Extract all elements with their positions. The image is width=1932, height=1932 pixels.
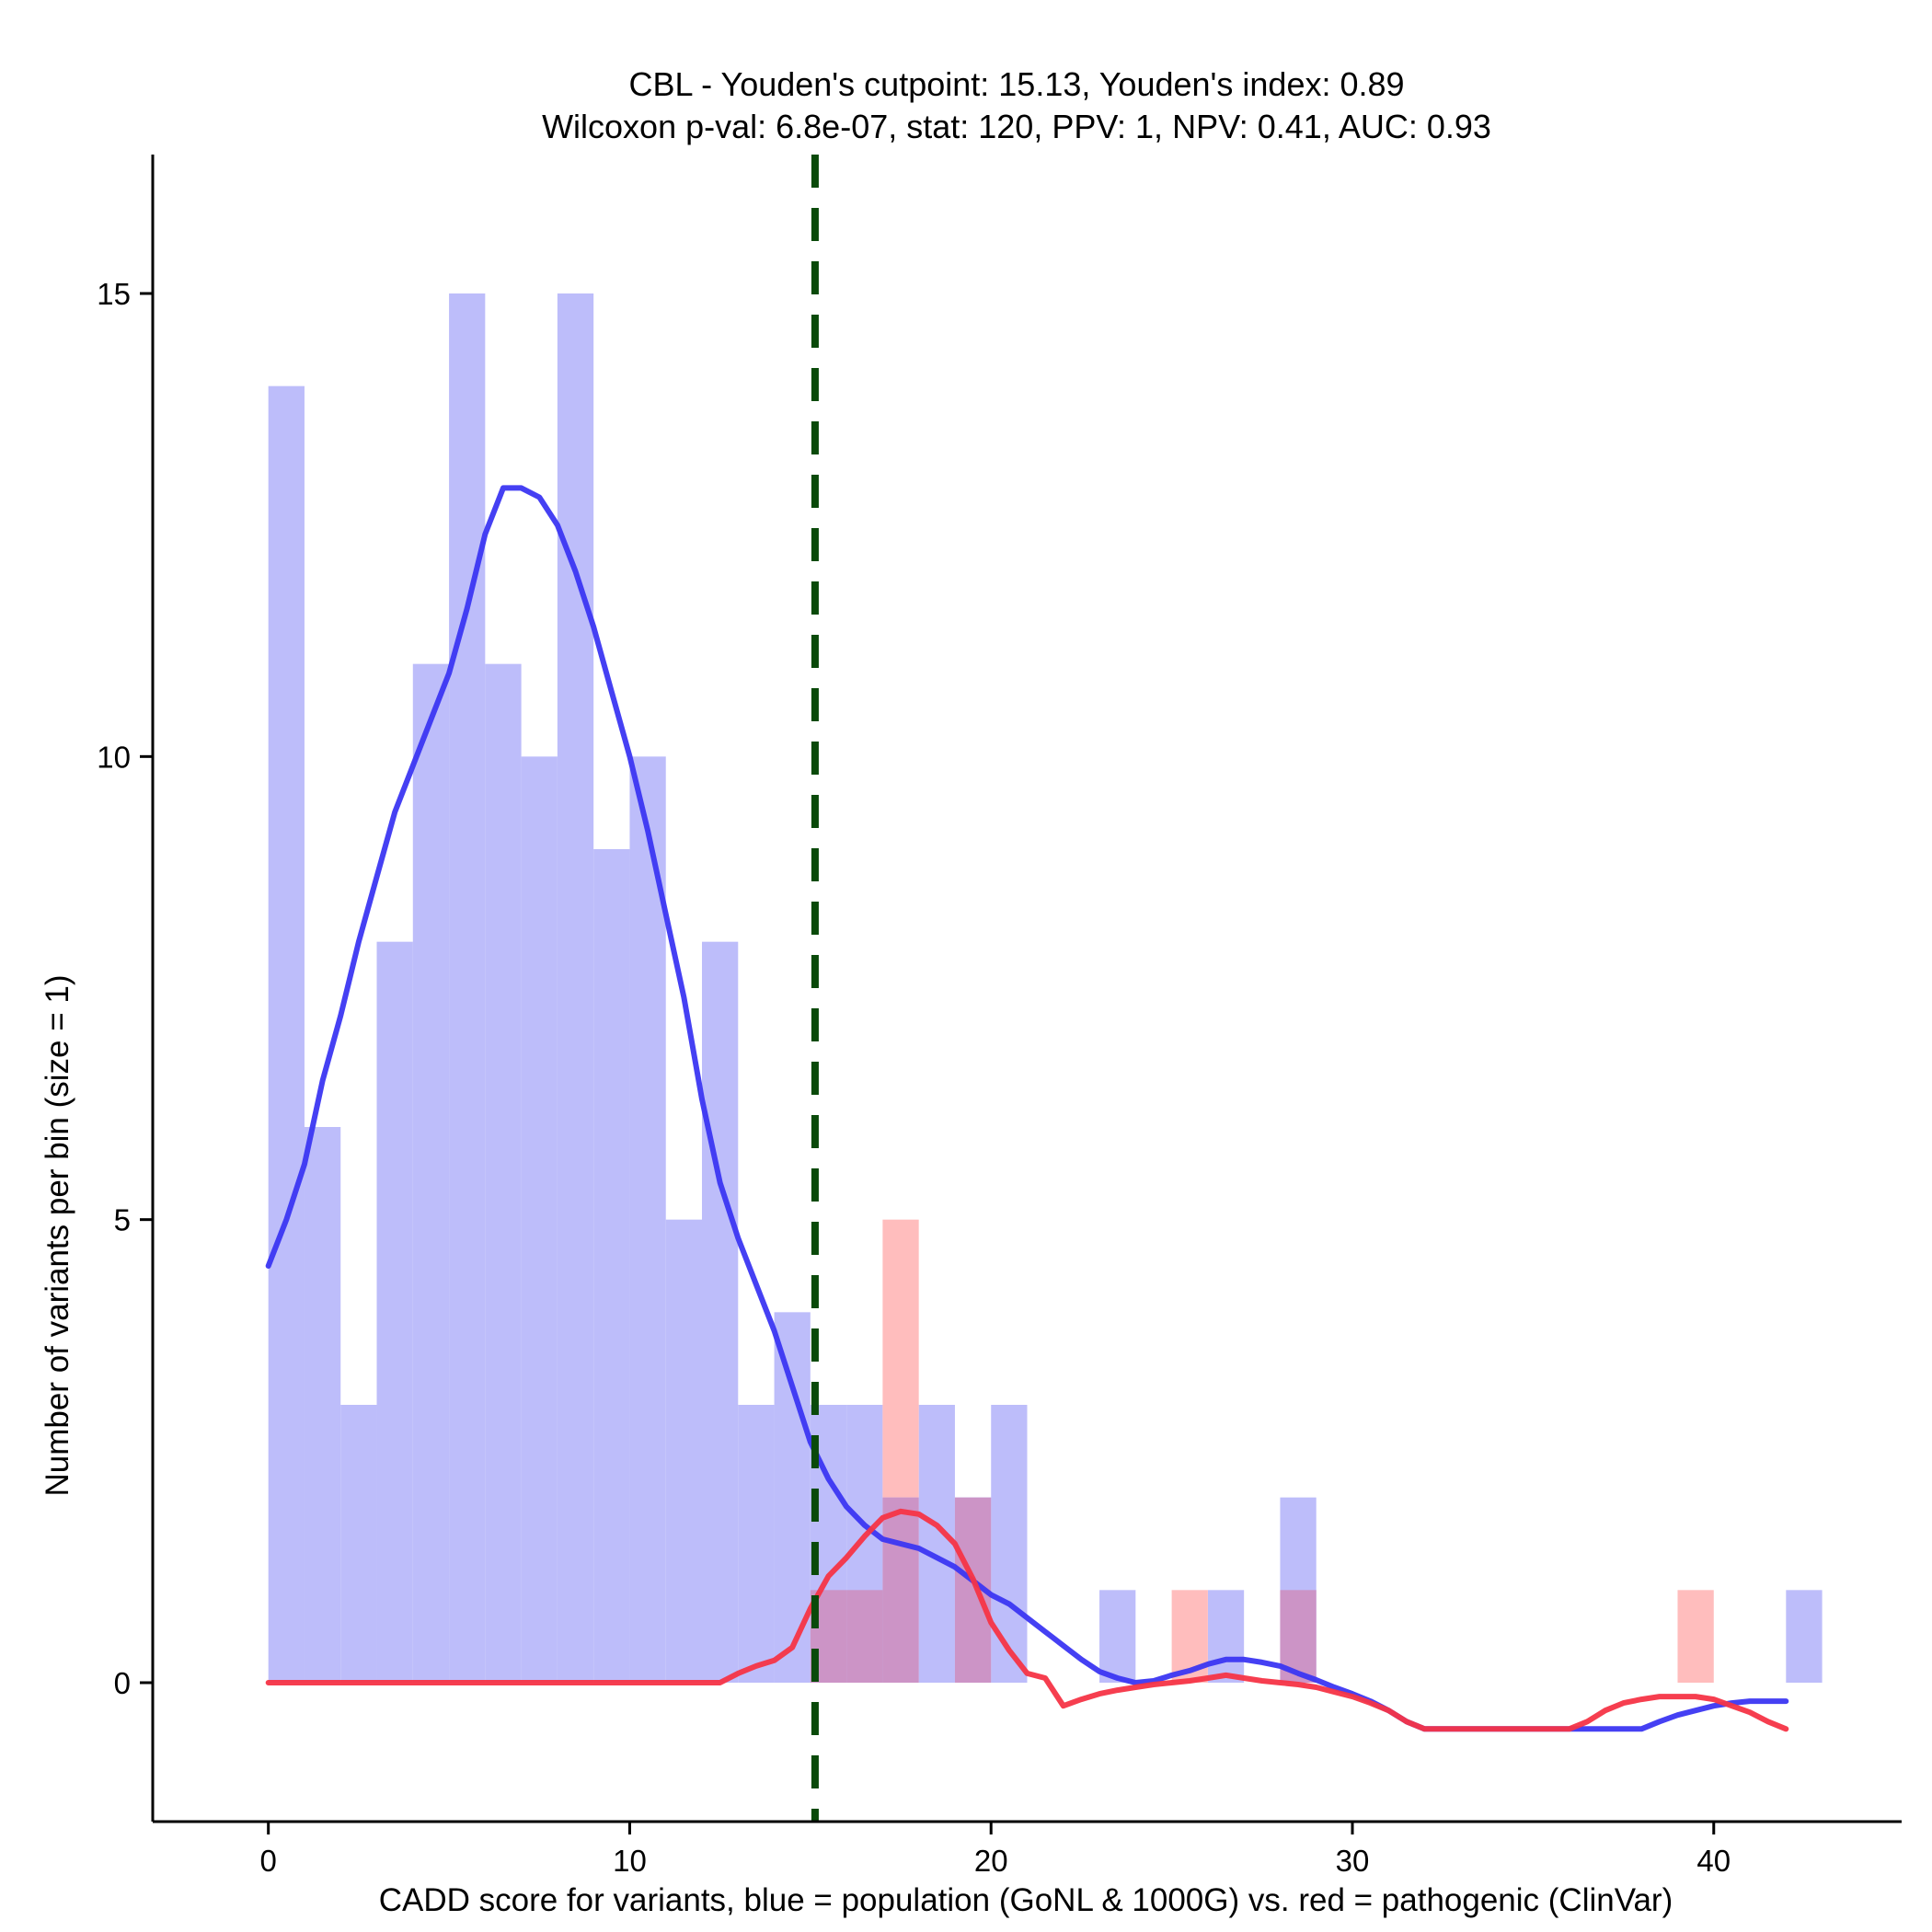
population-bar-26: [1207, 1590, 1245, 1683]
population-bar-4: [412, 663, 450, 1683]
population-bar-3: [376, 941, 413, 1683]
overlap-bar-16: [846, 1590, 883, 1683]
x-axis-label: CADD score for variants, blue = populati…: [379, 1882, 1673, 1918]
pathogenic-bar-39: [1677, 1590, 1714, 1683]
population-bar-10: [629, 756, 666, 1683]
x-tick-label-30: 30: [1336, 1844, 1370, 1878]
population-bar-9: [593, 849, 630, 1683]
ticks-layer: 0 10 20 30 40 0 5 10 15: [97, 277, 1731, 1878]
population-bar-20: [991, 1405, 1028, 1683]
population-bar-11: [665, 1219, 703, 1683]
population-bar-14: [774, 1312, 811, 1683]
chart-title-line-2: Wilcoxon p-val: 6.8e-07, stat: 120, PPV:…: [542, 108, 1491, 145]
population-bar-8: [557, 293, 594, 1683]
y-tick-label-0: 0: [114, 1666, 131, 1700]
population-bar-13: [738, 1405, 775, 1683]
population-bar-5: [449, 293, 486, 1683]
overlap-bar-17: [882, 1497, 919, 1683]
population-bar-2: [340, 1405, 377, 1683]
bars-layer: [268, 293, 1823, 1684]
density-curves: [265, 485, 1789, 1732]
chart-title-line-1: CBL - Youden's cutpoint: 15.13, Youden's…: [628, 65, 1404, 103]
population-bar-12: [702, 941, 739, 1683]
x-tick-label-0: 0: [260, 1844, 277, 1878]
population-bar-42: [1786, 1590, 1823, 1683]
x-tick-label-20: 20: [974, 1844, 1008, 1878]
population-bar-1: [304, 1127, 341, 1683]
population-bar-18: [918, 1405, 955, 1683]
axes: [151, 155, 1902, 1823]
population-bar-7: [521, 756, 558, 1683]
x-tick-label-10: 10: [613, 1844, 647, 1878]
population-bar-6: [485, 663, 522, 1683]
population-bar-23: [1099, 1590, 1136, 1683]
y-tick-label-5: 5: [114, 1203, 131, 1237]
y-tick-label-15: 15: [97, 277, 131, 311]
pathogenic-bar-17: [882, 1219, 919, 1498]
pathogenic-density-line: [265, 1508, 1789, 1732]
y-axis-label: Number of variants per bin (size = 1): [40, 974, 75, 1496]
population-bar-0: [268, 385, 305, 1684]
y-tick-label-10: 10: [97, 740, 131, 774]
x-tick-label-40: 40: [1696, 1844, 1731, 1878]
